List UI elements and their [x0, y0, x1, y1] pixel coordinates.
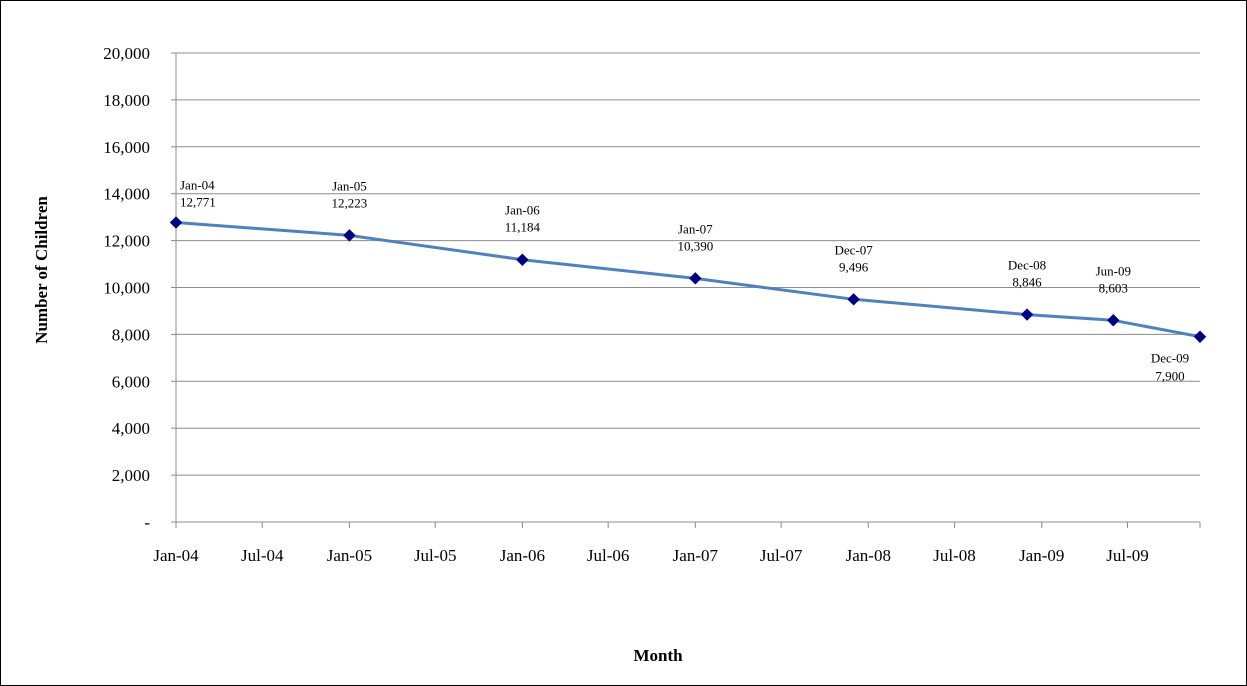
- data-point-marker: [343, 229, 356, 242]
- data-point-marker: [847, 293, 860, 306]
- data-label-value: 8,603: [1099, 280, 1128, 295]
- x-axis-title: Month: [633, 646, 683, 665]
- x-tick-label: Jul-08: [933, 546, 976, 565]
- data-label-value: 9,496: [839, 259, 869, 274]
- data-label-date: Jan-06: [505, 203, 540, 218]
- data-label-value: 11,184: [505, 220, 541, 235]
- data-label-date: Dec-07: [834, 242, 873, 257]
- y-tick-label: 12,000: [103, 232, 150, 251]
- y-tick-label: 14,000: [103, 185, 150, 204]
- x-tick-label: Jul-07: [760, 546, 803, 565]
- y-tick-label: 8,000: [112, 325, 150, 344]
- data-point-marker: [689, 272, 702, 285]
- data-label-date: Dec-09: [1151, 351, 1189, 366]
- y-tick-label: 16,000: [103, 138, 150, 157]
- x-tick-label: Jan-09: [1019, 546, 1064, 565]
- data-label-date: Dec-08: [1008, 258, 1046, 273]
- x-tick-label: Jan-04: [153, 546, 199, 565]
- data-label-value: 8,846: [1012, 275, 1042, 290]
- x-tick-label: Jul-05: [414, 546, 457, 565]
- y-tick-label: 6,000: [112, 372, 150, 391]
- y-tick-label: 10,000: [103, 279, 150, 298]
- x-tick-label: Jan-06: [500, 546, 545, 565]
- data-point-marker: [169, 216, 183, 229]
- y-tick-label: -: [144, 513, 150, 532]
- data-point-marker: [1020, 308, 1034, 321]
- data-label-value: 10,390: [677, 238, 713, 253]
- series-line: [175, 221, 1201, 339]
- x-tick-label: Jul-04: [241, 546, 284, 565]
- x-tick-label: Jul-09: [1106, 546, 1149, 565]
- x-tick-label: Jan-07: [673, 546, 719, 565]
- data-point-marker: [1193, 330, 1207, 343]
- y-axis-title: Number of Children: [32, 196, 51, 344]
- x-tick-label: Jul-06: [587, 546, 630, 565]
- y-tick-label: 4,000: [112, 419, 150, 438]
- data-label-value: 12,771: [180, 195, 216, 210]
- data-point-marker: [1107, 314, 1120, 327]
- data-label-value: 7,900: [1155, 369, 1184, 384]
- data-label-date: Jan-04: [180, 178, 215, 193]
- data-label-date: Jan-05: [332, 178, 367, 193]
- data-label-date: Jun-09: [1096, 263, 1131, 278]
- y-tick-label: 2,000: [112, 466, 150, 485]
- data-label-date: Jan-07: [678, 221, 713, 236]
- y-tick-label: 18,000: [103, 91, 150, 110]
- y-tick-label: 20,000: [103, 44, 150, 63]
- x-tick-label: Jan-05: [327, 546, 372, 565]
- x-tick-label: Jan-08: [846, 546, 891, 565]
- data-point-marker: [516, 253, 529, 266]
- data-label-value: 12,223: [332, 195, 368, 210]
